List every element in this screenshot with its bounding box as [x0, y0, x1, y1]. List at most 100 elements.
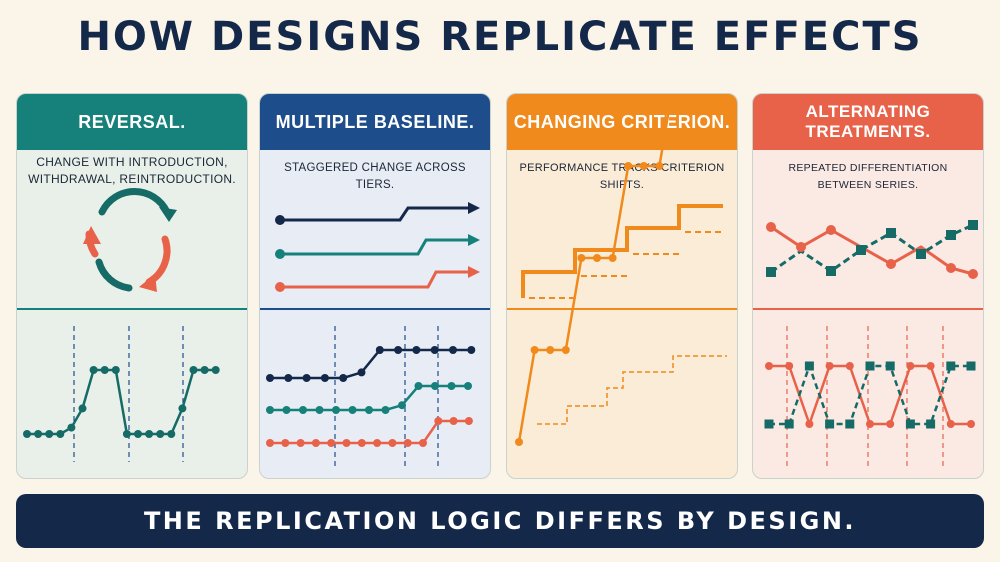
tier1-series-point [357, 368, 366, 377]
tier3-series-point [281, 439, 290, 447]
reversal-series-point [111, 366, 120, 374]
tier3-series-point [449, 417, 458, 425]
tier1-series-point [394, 346, 403, 354]
tier2-series-point [315, 406, 324, 414]
panel-reversal-title: REVERSAL. [17, 94, 247, 150]
panel-reversal-description: CHANGE WITH INTRODUCTION, WITHDRAWAL, RE… [28, 155, 236, 186]
panel-multiple-baseline-title: MULTIPLE BASELINE. [260, 94, 490, 150]
reversal-series-point [145, 430, 154, 438]
series-a-point [825, 362, 834, 370]
performance-series-point [577, 254, 586, 262]
panel-alternating-treatments-description: REPEATED DIFFERENTIATION BETWEEN SERIES. [788, 162, 948, 191]
series-b-point [966, 361, 976, 371]
series-a-point [906, 362, 915, 370]
reversal-series-point [78, 404, 87, 413]
tier3-series-point [464, 417, 473, 425]
reversal-series-point [178, 404, 187, 413]
performance-series-point [608, 254, 617, 262]
reversal-series-point [45, 430, 54, 438]
series-a-point [886, 420, 895, 428]
series-b-point [764, 419, 774, 429]
performance-series-point [593, 254, 601, 262]
panel-alternating-treatments: ALTERNATING TREATMENTS. REPEATED DIFFERE… [752, 93, 984, 479]
performance-series-point [639, 162, 648, 170]
reversal-series-point [122, 430, 131, 438]
tier2-series-point [431, 382, 439, 390]
reversal-series-point [189, 366, 198, 374]
performance-series-point [515, 438, 523, 446]
series-b-point [825, 419, 835, 429]
performance-series-point [561, 346, 570, 354]
series-a-point [926, 362, 935, 370]
alternating-series-icon [766, 220, 978, 279]
performance-series-point [655, 162, 664, 170]
reversal-series-point [56, 430, 65, 438]
panel-divider [260, 308, 490, 310]
tier3-series-point [342, 439, 351, 447]
panel-multiple-baseline: MULTIPLE BASELINE. STAGGERED CHANGE ACRO… [259, 93, 491, 479]
changing-criterion-graphics [515, 94, 727, 446]
panel-alternating-treatments-title: ALTERNATING TREATMENTS. [753, 94, 983, 150]
tier1-series-point [266, 374, 274, 382]
reversal-series-point [156, 430, 165, 438]
series-a-point [946, 420, 955, 428]
reversal-series-point [23, 430, 31, 438]
panel-multiple-baseline-description: STAGGERED CHANGE ACROSS TIERS. [284, 162, 466, 191]
changing-criterion-chart [515, 94, 727, 446]
reversal-series-point [67, 423, 76, 432]
tier1-series-line [270, 348, 472, 380]
panel-changing-criterion-description: PERFORMANCE TRACKS CRITERION SHIFTS. [519, 162, 725, 191]
tier3-series-point [403, 439, 412, 447]
reversal-series-point [89, 366, 98, 374]
tier2-series-point [381, 406, 390, 414]
tier2-series-point [447, 382, 456, 390]
tier1-series-point [320, 374, 329, 382]
reversal-graphics [23, 188, 220, 462]
tier1-series-point [467, 346, 476, 354]
alternating-treatments-chart [764, 326, 976, 466]
series-b-point [804, 361, 814, 371]
tier3-series-point [357, 439, 366, 447]
criterion-steps-icon [521, 204, 723, 299]
performance-series-point [530, 346, 539, 354]
reversal-series-point [200, 366, 209, 374]
reversal-series-point [134, 430, 142, 438]
series-b-point [926, 419, 936, 429]
tier2-series-point [348, 406, 357, 414]
tier3-series-point [266, 439, 274, 447]
panel-changing-criterion-title: CHANGING CRITERION. [507, 94, 737, 150]
series-a-point [866, 420, 874, 428]
tier1-series-point [412, 346, 421, 354]
alternating-treatments-graphics [764, 220, 978, 466]
reversal-chart [23, 326, 220, 462]
series-b-point [946, 361, 956, 371]
tier2-series-point [299, 406, 307, 414]
reversal-series-point [211, 366, 220, 374]
tier1-series-point [449, 346, 457, 354]
series-b-point [784, 419, 794, 429]
series-a-point [805, 420, 814, 428]
panel-divider [17, 308, 247, 310]
series-a-point [845, 362, 854, 370]
staggered-tiers-icon [275, 202, 480, 292]
reversal-series-point [167, 430, 176, 438]
tier3-series-point [311, 439, 320, 447]
tier2-series-point [464, 382, 472, 390]
series-a-point [967, 420, 975, 428]
multiple-baseline-chart [266, 326, 476, 466]
page-title: HOW DESIGNS REPLICATE EFFECTS [77, 14, 923, 60]
panel-reversal: REVERSAL. CHANGE WITH INTRODUCTION, WITH… [16, 93, 248, 479]
tier1-series-point [375, 346, 384, 354]
tier2-series-point [266, 406, 274, 414]
performance-series-line [517, 94, 673, 443]
tier1-series-point [284, 374, 293, 382]
tier2-series-point [332, 406, 340, 414]
tier3-series-point [388, 439, 397, 447]
performance-series-point [624, 162, 633, 170]
series-a-point [765, 362, 773, 370]
multiple-baseline-graphics [266, 202, 480, 466]
panel-divider [753, 308, 983, 310]
series-b-point [845, 419, 855, 429]
tier3-series-point [373, 439, 382, 447]
tier2-series-point [398, 401, 406, 410]
